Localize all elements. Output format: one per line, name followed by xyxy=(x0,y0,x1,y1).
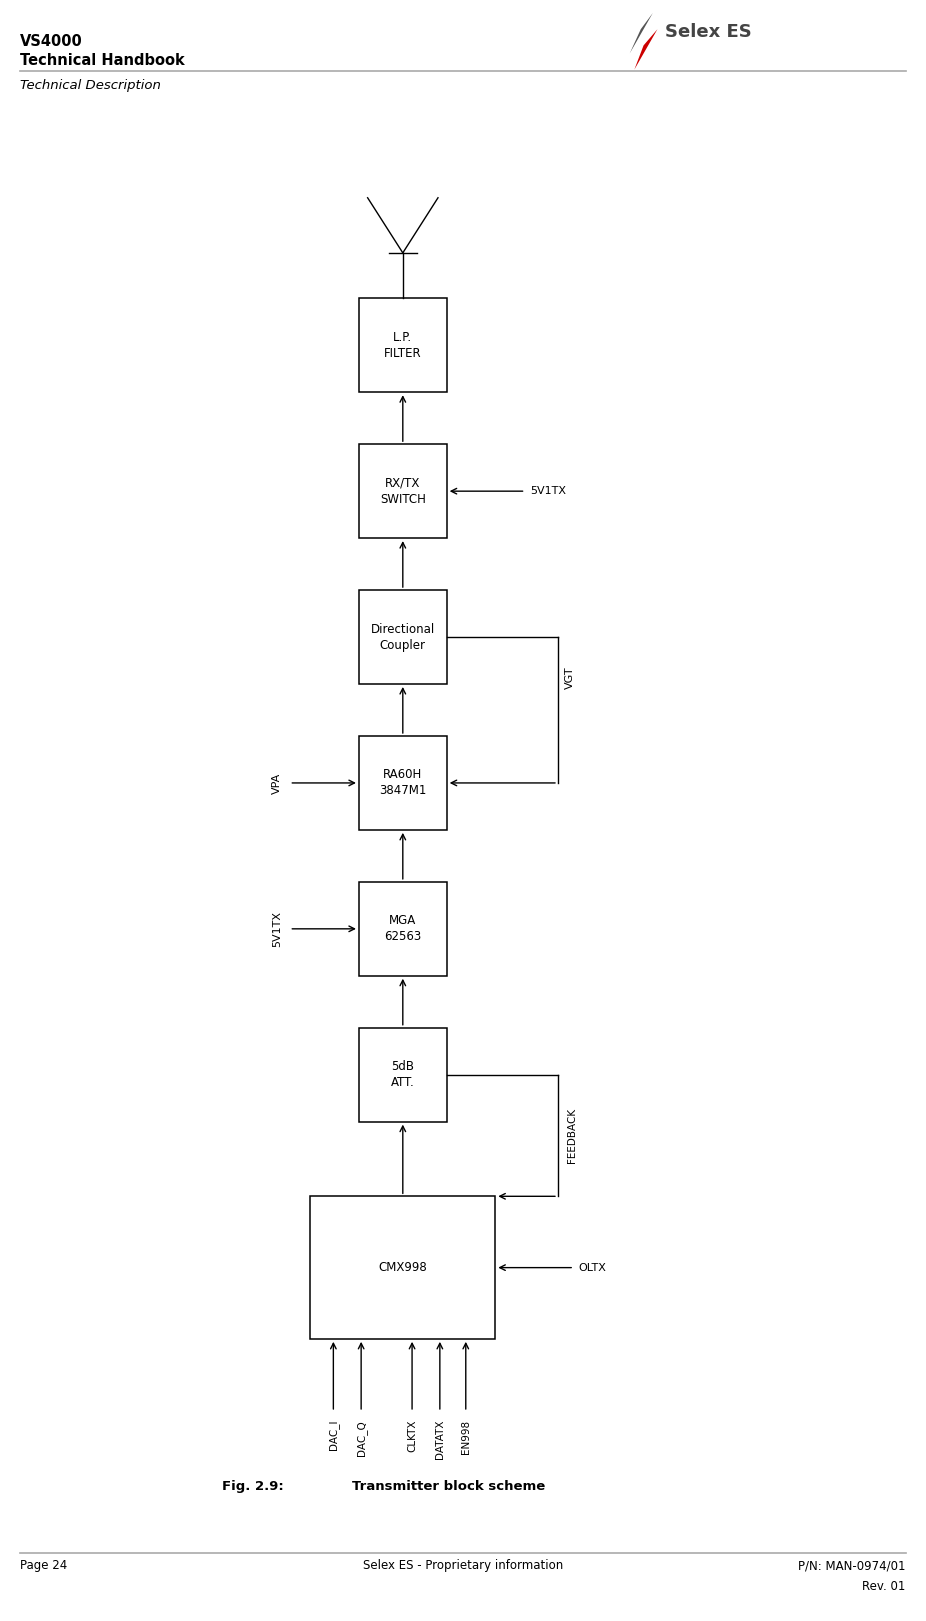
Text: RX/TX
SWITCH: RX/TX SWITCH xyxy=(380,477,426,506)
Text: Technical Handbook: Technical Handbook xyxy=(20,53,185,68)
Bar xyxy=(359,298,447,392)
Text: Selex ES - Proprietary information: Selex ES - Proprietary information xyxy=(363,1559,563,1572)
Text: VGT: VGT xyxy=(566,666,575,689)
Text: Selex ES: Selex ES xyxy=(665,23,752,42)
Text: Page 24: Page 24 xyxy=(20,1559,68,1572)
Bar xyxy=(359,736,447,830)
Text: EN998: EN998 xyxy=(461,1420,470,1454)
Bar xyxy=(359,882,447,976)
Text: RA60H
3847M1: RA60H 3847M1 xyxy=(379,768,427,798)
Text: DATATX: DATATX xyxy=(435,1420,444,1459)
Bar xyxy=(310,1196,495,1339)
Bar xyxy=(359,1028,447,1122)
Text: L.P.
FILTER: L.P. FILTER xyxy=(384,331,421,360)
Text: 5V1TX: 5V1TX xyxy=(530,486,566,496)
Bar xyxy=(359,590,447,684)
Text: P/N: MAN-0974/01: P/N: MAN-0974/01 xyxy=(798,1559,906,1572)
Text: Directional
Coupler: Directional Coupler xyxy=(370,622,435,652)
Text: Technical Description: Technical Description xyxy=(20,79,161,92)
Bar xyxy=(359,444,447,538)
Text: VS4000: VS4000 xyxy=(20,34,83,49)
Text: DAC_Q: DAC_Q xyxy=(356,1420,367,1456)
Text: CLKTX: CLKTX xyxy=(407,1420,417,1452)
Text: Transmitter block scheme: Transmitter block scheme xyxy=(352,1480,545,1493)
Polygon shape xyxy=(630,13,653,53)
Text: 5dB
ATT.: 5dB ATT. xyxy=(391,1060,415,1089)
Text: CMX998: CMX998 xyxy=(379,1261,427,1274)
Polygon shape xyxy=(634,29,657,70)
Text: VPA: VPA xyxy=(272,772,282,794)
Text: Fig. 2.9:: Fig. 2.9: xyxy=(222,1480,284,1493)
Text: OLTX: OLTX xyxy=(579,1263,607,1272)
Text: FEEDBACK: FEEDBACK xyxy=(568,1107,577,1164)
Text: MGA
62563: MGA 62563 xyxy=(384,914,421,943)
Text: Rev. 01: Rev. 01 xyxy=(862,1580,906,1593)
Text: 5V1TX: 5V1TX xyxy=(272,911,282,947)
Text: DAC_I: DAC_I xyxy=(328,1420,339,1451)
